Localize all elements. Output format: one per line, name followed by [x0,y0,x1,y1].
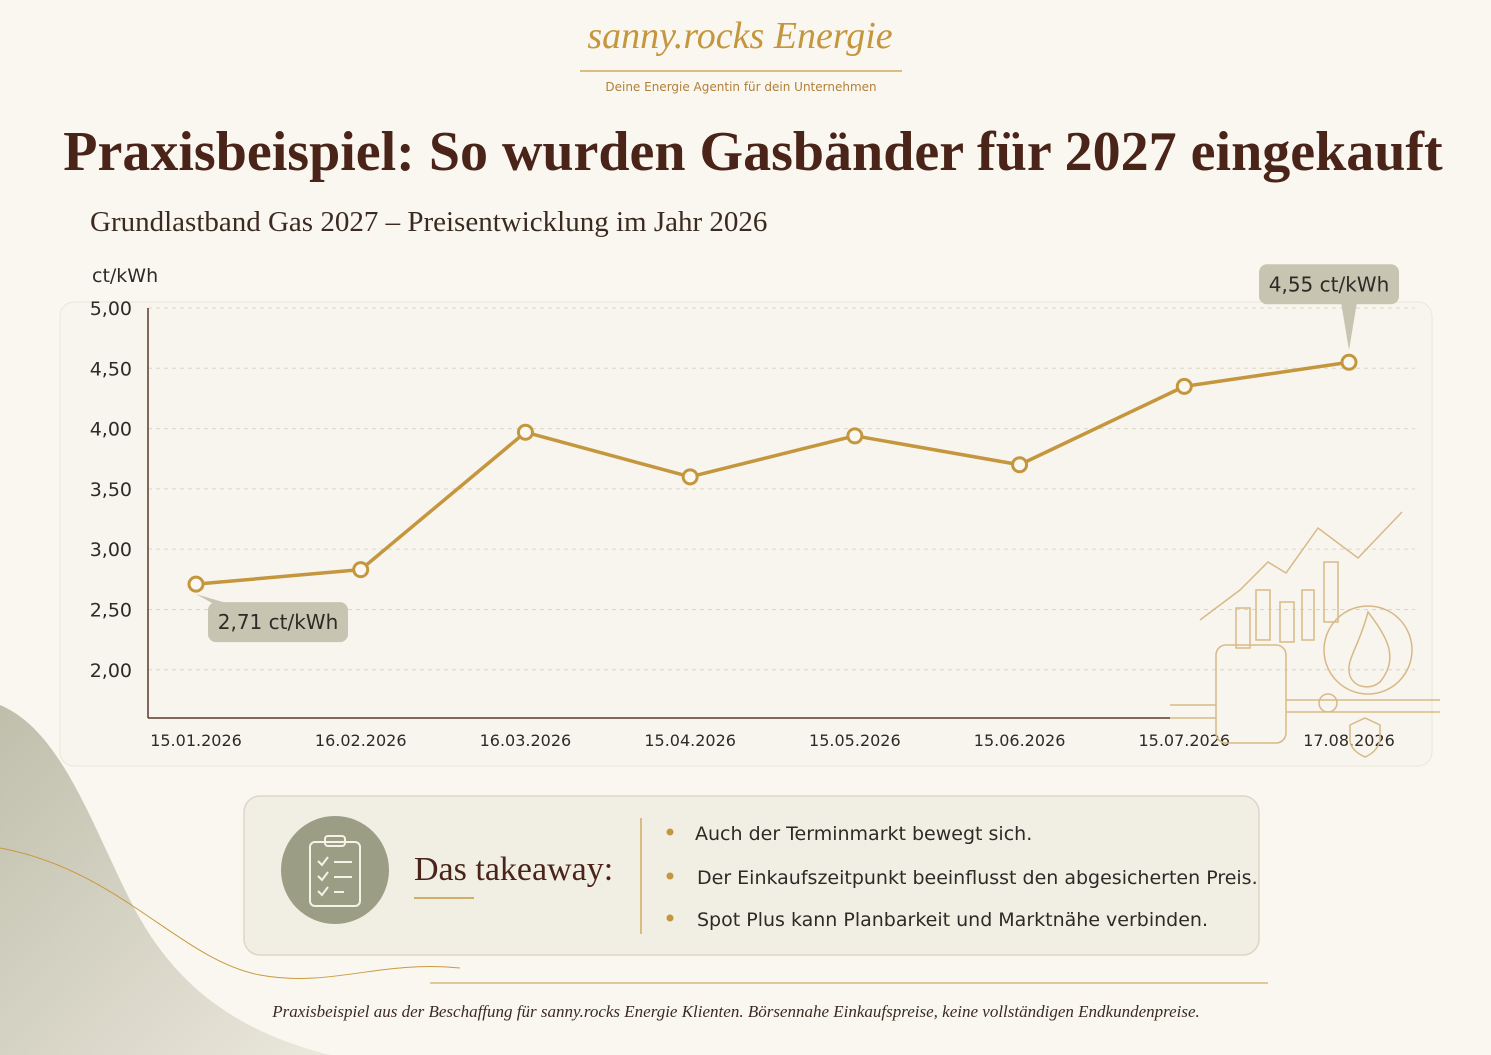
footnote: Praxisbeispiel aus der Beschaffung für s… [271,1002,1200,1021]
data-point [1175,377,1193,395]
callout-box [208,602,348,643]
x-tick-label: 16.02.2026 [315,731,407,750]
takeaway-bullet: Auch der Terminmarkt bewegt sich. [695,823,1032,845]
chart-title: Praxisbeispiel: So wurden Gasbänder für … [63,121,1443,183]
takeaway-bullet: Der Einkaufszeitpunkt beeinflusst den ab… [697,867,1258,889]
data-point [1011,456,1029,474]
bullet-dot [666,914,674,922]
x-tick-label: 15.05.2026 [809,731,901,750]
value-label: 2,71 ct/kWh [218,610,339,634]
bullet-dot [666,828,674,836]
chart-panel [59,301,1433,767]
y-tick-label: 3,50 [90,479,132,501]
y-tick-label: 4,50 [90,358,132,380]
takeaway-box [243,795,1260,956]
decor-curve [0,847,461,979]
value-label: 4,55 ct/kWh [1269,272,1390,296]
price-line [195,360,1350,586]
callout-tail [1341,302,1357,351]
callout-box [1259,264,1399,305]
data-point [352,561,370,579]
y-tick-label: 3,00 [90,539,132,561]
tagline: Deine Energie Agentin für dein Unternehm… [605,80,876,94]
y-tick-label: 2,50 [90,599,132,621]
x-tick-label: 15.07.2026 [1138,731,1230,750]
y-tick-label: 5,00 [90,298,132,320]
bullet-dot [666,872,674,880]
data-point [1340,353,1358,371]
y-tick-label: 2,00 [90,660,132,682]
data-point [846,427,864,445]
x-tick-label: 15.04.2026 [644,731,736,750]
x-tick-label: 15.01.2026 [150,731,242,750]
takeaway-heading: Das takeaway: [414,851,613,888]
callout-tail [196,594,230,605]
data-point [516,423,534,441]
y-axis-label: ct/kWh [92,265,158,287]
decor-wave [0,705,330,1055]
y-tick-label: 4,00 [90,419,132,441]
data-point [681,468,699,486]
plot: 2,00 2,50 3,00 3,50 4,00 4,50 5,00 15.01.2026 16… [90,264,1415,750]
x-tick-label: 15.06.2026 [974,731,1066,750]
x-tick-label: 16.03.2026 [480,731,572,750]
chart-subtitle: Grundlastband Gas 2027 – Preisentwicklun… [90,206,767,238]
clipboard-badge [281,816,389,924]
brand: sanny.rocks Energie [587,15,892,57]
x-tick-label: 17.08.2026 [1303,731,1395,750]
gas-illustration [1170,511,1440,758]
data-point [187,575,205,593]
takeaway-bullet: Spot Plus kann Planbarkeit und Marktnähe… [697,909,1208,931]
clipboard-icon [309,835,361,907]
